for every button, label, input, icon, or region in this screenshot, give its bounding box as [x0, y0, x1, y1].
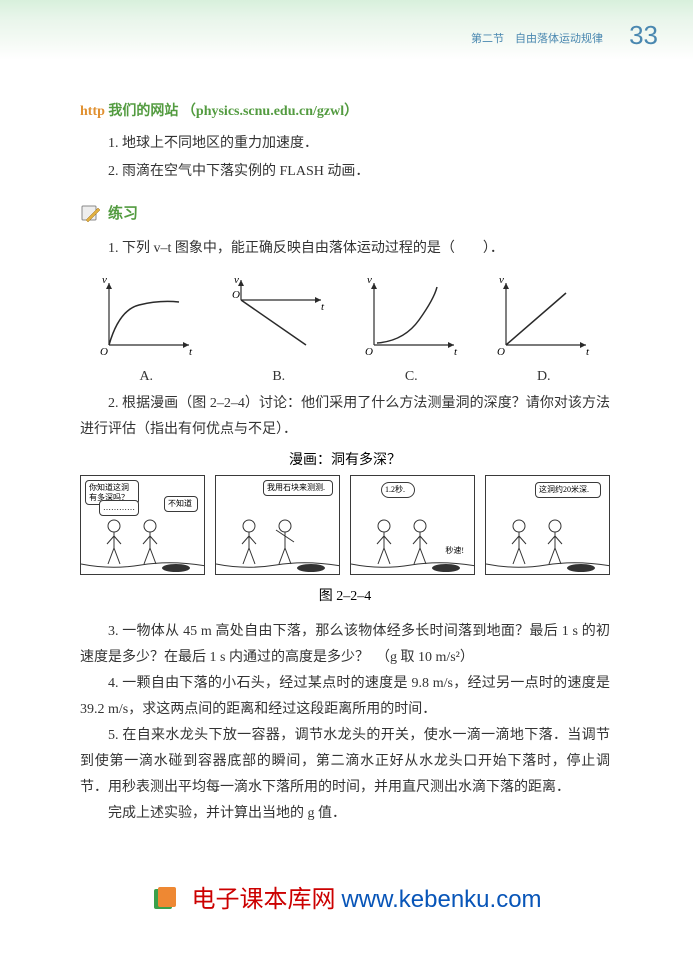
svg-text:t: t	[454, 346, 458, 358]
svg-text:t: t	[586, 346, 590, 358]
svg-text:O: O	[100, 346, 108, 358]
comic-title: 漫画：洞有多深？	[80, 449, 610, 469]
practice-label: 练习	[108, 202, 138, 223]
graph-d-label: D.	[484, 369, 604, 385]
http-prefix: http	[80, 104, 105, 119]
svg-text:O: O	[232, 289, 240, 301]
svg-text:v: v	[102, 275, 107, 286]
comic-panel-1: 你知道这洞有多深吗？ ………… 不知道	[80, 475, 205, 575]
chapter-reference: 第二节 自由落体运动规律	[471, 30, 603, 46]
watermark-text: 电子课本库网	[191, 887, 335, 913]
question-2: 2. 根据漫画（图 2–2–4）讨论：他们采用了什么方法测量洞的深度？请你对该方…	[80, 391, 610, 443]
question-5-p2: 完成上述实验，并计算出当地的 g 值．	[80, 801, 610, 827]
svg-text:v: v	[234, 275, 239, 286]
website-item-1: 1. 地球上不同地区的重力加速度．	[80, 132, 610, 156]
comic-panel-3: 1.2秒. 秒速!	[350, 475, 475, 575]
graph-b: v t O B.	[219, 275, 339, 385]
figure-caption: 图 2–2–4	[80, 585, 610, 605]
practice-header: 练习	[80, 202, 610, 224]
comic-row: 你知道这洞有多深吗？ ………… 不知道 我用石块来测测. 1.2秒. 秒速! 这…	[80, 475, 610, 575]
bubble-4a: 这洞约20米深.	[535, 482, 601, 498]
svg-text:t: t	[321, 301, 325, 313]
question-5-p1: 5. 在自来水龙头下放一容器，调节水龙头的开关，使水一滴一滴地下落．当调节到使第…	[80, 723, 610, 801]
svg-text:O: O	[365, 346, 373, 358]
svg-text:v: v	[367, 275, 372, 286]
practice-icon	[80, 202, 102, 224]
comic-panel-4: 这洞约20米深.	[485, 475, 610, 575]
graph-a-label: A.	[86, 369, 206, 385]
question-1: 1. 下列 v–t 图象中，能正确反映自由落体运动过程的是（ ）．	[80, 236, 610, 262]
watermark-url: www.kebenku.com	[341, 886, 541, 913]
question-4: 4. 一颗自由下落的小石头，经过某点时的速度是 9.8 m/s，经过另一点时的速…	[80, 671, 610, 723]
website-section-title: http 我们的网站 （physics.scnu.edu.cn/gzwl）	[80, 100, 610, 120]
graph-b-label: B.	[219, 369, 339, 385]
graph-d: v t O D.	[484, 275, 604, 385]
bubble-1c: 不知道	[164, 496, 198, 512]
graphs-row: v t O A. v t O B.	[80, 275, 610, 385]
watermark: 电子课本库网 www.kebenku.com	[0, 879, 693, 919]
graph-c-label: C.	[351, 369, 471, 385]
website-url: （physics.scnu.edu.cn/gzwl）	[182, 104, 358, 119]
bubble-3a: 1.2秒.	[381, 482, 415, 498]
svg-text:v: v	[499, 275, 504, 286]
bubble-2a: 我用石块来测测.	[263, 480, 333, 496]
bubble-3-extra: 秒速!	[445, 545, 464, 556]
graph-a: v t O A.	[86, 275, 206, 385]
website-label: 我们的网站	[108, 104, 178, 119]
graph-c: v t O C.	[351, 275, 471, 385]
question-3: 3. 一物体从 45 m 高处自由下落，那么该物体经多长时间落到地面？最后 1 …	[80, 619, 610, 671]
svg-text:t: t	[189, 346, 193, 358]
watermark-icon	[151, 884, 179, 919]
bubble-1b: …………	[99, 500, 139, 516]
page-number: 33	[629, 20, 658, 51]
svg-text:O: O	[497, 346, 505, 358]
main-content: http 我们的网站 （physics.scnu.edu.cn/gzwl） 1.…	[80, 100, 610, 826]
website-item-2: 2. 雨滴在空气中下落实例的 FLASH 动画．	[80, 160, 610, 184]
comic-panel-2: 我用石块来测测.	[215, 475, 340, 575]
